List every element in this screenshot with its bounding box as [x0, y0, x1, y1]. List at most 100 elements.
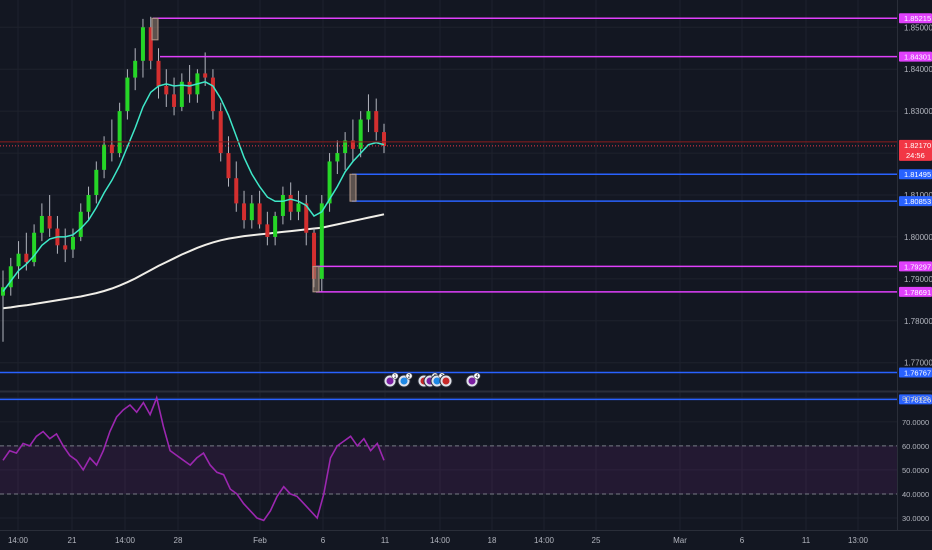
candle[interactable] [39, 203, 44, 242]
candle-body [86, 195, 91, 212]
candle-body [70, 236, 75, 250]
candle[interactable] [234, 161, 239, 212]
candle-body [16, 253, 21, 267]
oscillator-band [0, 445, 897, 494]
candle[interactable] [343, 132, 348, 170]
event-markers[interactable]: 12124 [383, 372, 481, 388]
candle[interactable] [86, 186, 91, 221]
horizontal-levels[interactable] [0, 17, 897, 401]
candle[interactable] [172, 77, 177, 116]
level-label-bg [899, 394, 932, 405]
current-price-label-bg [899, 139, 932, 161]
event-flag-icon [400, 377, 408, 385]
level-label-text: 1.84301 [904, 53, 931, 62]
price-axis[interactable]: 1.850001.840001.830001.820001.810001.800… [899, 13, 932, 405]
oscillator-pane[interactable]: 80.0000 70.0000 60.0000 50.0000 40.0000 30.00… [0, 394, 929, 523]
level-label-bg [899, 286, 932, 297]
candle[interactable] [350, 119, 355, 162]
candle[interactable] [257, 190, 262, 229]
candle[interactable] [1, 270, 5, 342]
event-count-badge [473, 372, 481, 380]
candle[interactable] [382, 123, 386, 154]
level-label-text: 1.85215 [904, 14, 931, 23]
candle[interactable] [218, 102, 223, 162]
level-price-label[interactable]: 1.81495 [899, 169, 932, 180]
time-tick-label: 6 [321, 536, 326, 545]
candle[interactable] [109, 119, 114, 162]
candle[interactable] [16, 241, 21, 279]
candle[interactable] [288, 182, 293, 221]
candle[interactable] [335, 140, 340, 175]
event-marker[interactable]: 2 [397, 372, 413, 388]
candle[interactable] [265, 211, 270, 246]
level-price-label[interactable]: 1.78691 [899, 286, 932, 297]
candle-body [102, 144, 107, 170]
current-price-value: 1.82170 [904, 141, 931, 150]
level-price-label[interactable]: 1.84301 [899, 51, 932, 62]
level-price-label[interactable]: 1.79297 [899, 261, 932, 272]
candle[interactable] [117, 102, 122, 158]
level-price-label[interactable]: 1.76767 [899, 367, 932, 378]
level-price-label[interactable]: 1.76126 [899, 394, 932, 405]
candle[interactable] [8, 257, 13, 296]
candle[interactable] [102, 136, 107, 179]
candle[interactable] [125, 69, 130, 120]
candle[interactable] [242, 190, 247, 229]
candle[interactable] [78, 203, 83, 242]
event-marker[interactable] [439, 374, 453, 388]
candle-body [210, 77, 215, 112]
candle[interactable] [94, 161, 99, 204]
price-tick-label: 1.85000 [904, 23, 932, 32]
candle[interactable] [179, 73, 184, 112]
time-tick-label: 21 [68, 536, 77, 545]
level-price-label[interactable]: 1.85215 [899, 13, 932, 24]
level-price-label[interactable]: 1.80853 [899, 196, 932, 207]
candle[interactable] [280, 186, 285, 225]
candlestick-series[interactable] [1, 16, 386, 342]
candle[interactable] [187, 65, 192, 103]
candle[interactable] [47, 195, 52, 237]
candle[interactable] [156, 48, 161, 99]
oscillator-tick-label: 60.0000 [902, 442, 929, 451]
candle[interactable] [133, 48, 138, 91]
candle[interactable] [70, 228, 75, 258]
candle[interactable] [32, 224, 37, 267]
candle[interactable] [366, 94, 371, 133]
level-label-text: 1.78691 [904, 288, 931, 297]
level-label-bg [899, 169, 932, 180]
candle[interactable] [195, 69, 200, 103]
candle-body [133, 60, 138, 78]
time-tick-label: 28 [174, 536, 183, 545]
candle-body [265, 224, 270, 237]
candle[interactable] [210, 69, 215, 120]
event-flag-icon [468, 377, 476, 385]
candle[interactable] [63, 228, 68, 263]
candle[interactable] [273, 211, 278, 246]
candle[interactable] [164, 69, 169, 107]
candle[interactable] [358, 111, 363, 158]
candle-body [47, 215, 52, 229]
level-label-text: 1.80853 [904, 197, 931, 206]
event-marker[interactable]: 1 [383, 372, 399, 388]
event-marker[interactable]: 4 [465, 372, 481, 388]
candle[interactable] [374, 98, 379, 141]
time-axis[interactable]: 14:00 21 14:00 28 Feb 6 11 14:00 18 14:00 25 Mar 6 11… [8, 536, 869, 545]
level-label-text: 1.76767 [904, 369, 931, 378]
candle[interactable] [55, 215, 60, 254]
oscillator-tick-label: 40.0000 [902, 490, 929, 499]
candle[interactable] [327, 153, 332, 212]
time-tick-label: 13:00 [848, 536, 869, 545]
candle[interactable] [203, 52, 208, 86]
level-label-text: 1.79297 [904, 262, 931, 271]
candle[interactable] [140, 18, 145, 78]
candle[interactable] [148, 16, 153, 70]
oscillator-line[interactable] [2, 395, 385, 522]
candle-body [164, 85, 169, 95]
candle[interactable] [249, 195, 254, 229]
candle[interactable] [226, 136, 231, 187]
candle[interactable] [296, 190, 301, 221]
candle[interactable] [304, 195, 309, 246]
price-tick-label: 1.78000 [904, 317, 932, 326]
